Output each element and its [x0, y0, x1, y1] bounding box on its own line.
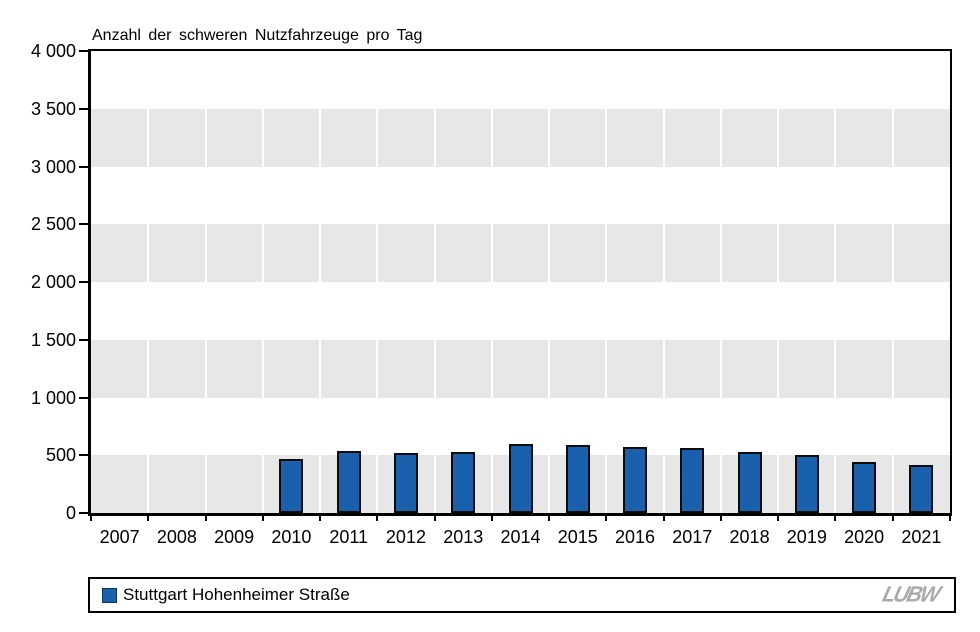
x-tick-mark [605, 513, 608, 521]
y-tick-mark [79, 107, 88, 110]
y-tick-label: 0 [65, 503, 76, 523]
x-axis-label-2018: 2018 [729, 527, 770, 547]
x-axis-label-2011: 2011 [329, 527, 369, 547]
x-tick-mark [433, 513, 436, 521]
x-tick-mark [319, 513, 322, 521]
y-tick-mark [79, 396, 88, 399]
column-separator [662, 51, 665, 513]
x-tick-mark [719, 513, 722, 521]
y-tick-mark [79, 165, 88, 168]
column-separator [719, 51, 722, 513]
x-tick-mark [261, 513, 264, 521]
chart-title: Anzahl der schweren Nutzfahrzeuge pro Ta… [92, 27, 423, 44]
y-tick-label: 4 000 [30, 41, 76, 61]
y-tick-label: 1 000 [30, 387, 76, 408]
legend: Stuttgart Hohenheimer Straße LUBW [88, 577, 956, 613]
grid-band [91, 339, 950, 398]
column-separator [834, 51, 837, 513]
bar-2020 [852, 461, 877, 513]
bar-2011 [336, 450, 361, 513]
x-axis-label-2013: 2013 [443, 527, 484, 547]
y-tick-label: 2 500 [30, 214, 76, 235]
bar-2013 [451, 452, 476, 513]
column-separator [548, 51, 551, 513]
column-separator [319, 51, 322, 513]
x-tick-mark [147, 513, 150, 521]
y-tick-label: 1 500 [30, 329, 76, 350]
x-tick-mark [949, 513, 951, 521]
x-tick-mark [548, 513, 551, 521]
column-separator [261, 51, 264, 513]
x-axis-label-2010: 2010 [271, 527, 312, 547]
column-separator [891, 51, 894, 513]
y-tick-label: 3 000 [30, 156, 76, 177]
x-axis-label-2007: 2007 [99, 527, 140, 547]
y-tick-mark [79, 512, 88, 514]
column-separator [777, 51, 780, 513]
bar-2010 [279, 458, 304, 513]
column-separator [433, 51, 436, 513]
bar-2017 [680, 447, 705, 513]
bar-2019 [794, 455, 819, 513]
y-tick-mark [79, 338, 88, 341]
x-tick-mark [204, 513, 207, 521]
x-axis-label-2020: 2020 [844, 527, 885, 547]
bar-2014 [508, 443, 533, 513]
bar-2018 [737, 452, 762, 513]
column-separator [204, 51, 207, 513]
x-axis-label-2019: 2019 [786, 527, 827, 547]
lubw-logo: LUBW [880, 582, 942, 607]
y-tick-label: 3 500 [30, 98, 76, 119]
x-tick-mark [891, 513, 894, 521]
x-axis-label-2009: 2009 [214, 527, 255, 547]
legend-label: Stuttgart Hohenheimer Straße [123, 585, 350, 604]
plot-area [88, 49, 952, 516]
column-separator [605, 51, 608, 513]
column-separator [376, 51, 379, 513]
y-tick-label: 500 [45, 445, 76, 466]
y-tick-label: 2 000 [30, 272, 76, 292]
y-tick-mark [79, 281, 88, 283]
bar-2016 [623, 446, 648, 513]
bar-2015 [565, 444, 590, 513]
bar-2012 [393, 452, 418, 513]
x-axis-label-2012: 2012 [385, 527, 426, 547]
x-tick-mark [376, 513, 379, 521]
column-separator [147, 51, 150, 513]
x-tick-mark [490, 513, 493, 521]
x-axis-label-2014: 2014 [500, 527, 541, 547]
x-tick-mark [834, 513, 837, 521]
x-axis-label-2017: 2017 [672, 527, 713, 547]
x-tick-mark [662, 513, 665, 521]
x-axis-label-2015: 2015 [557, 527, 598, 547]
y-tick-mark [79, 223, 88, 226]
x-tick-mark [90, 513, 92, 521]
bar-2021 [909, 465, 934, 513]
y-tick-mark [79, 50, 88, 52]
x-axis-label-2021: 2021 [901, 527, 942, 547]
y-tick-mark [79, 454, 88, 457]
x-axis-label-2016: 2016 [615, 527, 656, 547]
x-tick-mark [777, 513, 780, 521]
x-axis-label-2008: 2008 [156, 527, 197, 547]
grid-band [91, 224, 950, 282]
column-separator [490, 51, 493, 513]
grid-band [91, 108, 950, 167]
legend-swatch-icon [102, 587, 117, 603]
